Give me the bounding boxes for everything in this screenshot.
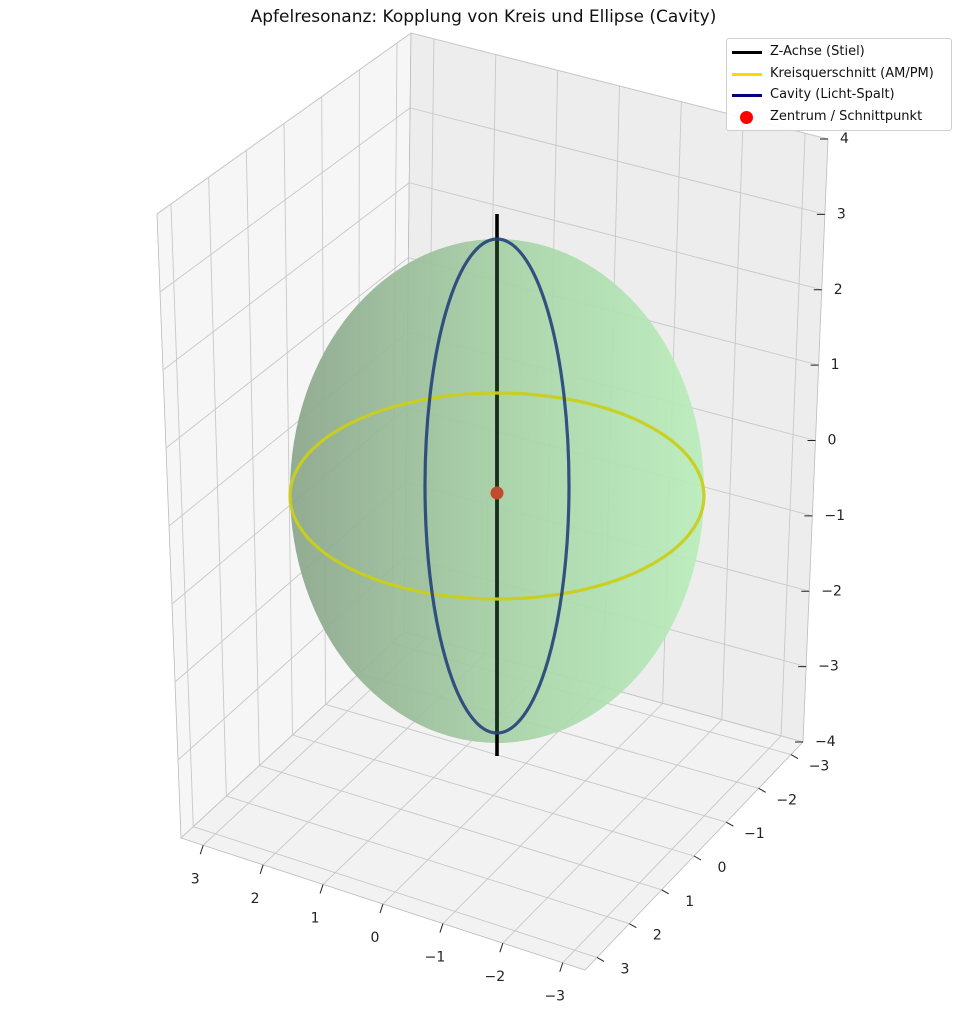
y-tick-label: 1 bbox=[685, 894, 694, 910]
z-tick-label: 4 bbox=[840, 131, 849, 147]
legend-swatch bbox=[732, 94, 762, 97]
grid-line-y bbox=[325, 704, 727, 823]
x-tick bbox=[559, 962, 564, 972]
x-tick bbox=[259, 864, 264, 874]
x-tick-label: 2 bbox=[251, 891, 260, 907]
x-tick bbox=[499, 943, 504, 953]
legend-item: Cavity (Licht-Spalt) bbox=[727, 84, 951, 106]
y-tick bbox=[596, 957, 605, 962]
grid-line-y bbox=[193, 826, 598, 958]
y-tick bbox=[629, 923, 637, 929]
z-tick-label: 3 bbox=[837, 206, 846, 222]
legend: Z-Achse (Stiel) Kreisquerschnitt (AM/PM)… bbox=[726, 38, 952, 131]
x-tick-label: −2 bbox=[485, 969, 506, 985]
legend-item: Z-Achse (Stiel) bbox=[727, 41, 951, 63]
grid-line-z bbox=[156, 32, 412, 215]
y-tick bbox=[758, 787, 766, 793]
axis-ticks bbox=[199, 138, 828, 972]
grid-line-z bbox=[162, 182, 410, 371]
y-tick bbox=[661, 889, 669, 895]
z-tick-label: −3 bbox=[818, 659, 839, 675]
legend-label: Zentrum / Schnittpunkt bbox=[770, 108, 923, 124]
legend-swatch bbox=[732, 51, 762, 54]
x-tick-label: −3 bbox=[544, 989, 565, 1005]
x-tick bbox=[379, 903, 384, 914]
grid-line-y bbox=[259, 765, 662, 891]
legend-marker bbox=[740, 110, 753, 124]
y-tick bbox=[726, 821, 734, 827]
grid-line-y bbox=[292, 734, 695, 857]
x-tick-label: 0 bbox=[371, 930, 380, 946]
chart-title: Apfelresonanz: Kopplung von Kreis und El… bbox=[250, 7, 717, 27]
z-tick-label: −4 bbox=[815, 734, 836, 750]
y-tick-label: 3 bbox=[621, 961, 630, 977]
legend-item: Zentrum / Schnittpunkt bbox=[727, 106, 951, 128]
legend-label: Cavity (Licht-Spalt) bbox=[770, 87, 895, 102]
legend-item: Kreisquerschnitt (AM/PM) bbox=[727, 63, 951, 85]
grid-line-z bbox=[410, 107, 825, 215]
y-tick bbox=[790, 754, 799, 759]
grid-line-y bbox=[226, 795, 630, 925]
grid-line-z bbox=[409, 182, 822, 291]
grid-line-z bbox=[159, 107, 411, 293]
x-tick-label: −1 bbox=[425, 950, 446, 966]
cavity-ellipse bbox=[423, 237, 571, 735]
z-tick-label: −1 bbox=[824, 508, 845, 524]
y-tick bbox=[693, 855, 702, 861]
y-tick-label: 2 bbox=[653, 928, 662, 944]
x-tick bbox=[439, 923, 444, 933]
x-tick-label: 3 bbox=[191, 871, 200, 887]
z-tick-label: 0 bbox=[828, 433, 837, 449]
center-point bbox=[490, 486, 504, 500]
y-tick-label: −2 bbox=[776, 792, 797, 808]
legend-swatch bbox=[732, 72, 762, 76]
y-tick-label: −1 bbox=[744, 826, 765, 842]
tick-labels: 3 2 1 0 −1 −2 −3 −3 −2 −1 0 1 2 3 4 3 2 1 0 −1 −2 −3 −4 bbox=[191, 131, 849, 1005]
z-tick-label: −2 bbox=[821, 583, 842, 599]
x-tick-label: 1 bbox=[311, 910, 320, 926]
x-tick bbox=[319, 884, 324, 894]
grid-line-z bbox=[165, 257, 409, 449]
x-tick bbox=[199, 845, 204, 855]
circle-cross-section bbox=[288, 391, 706, 601]
legend-label: Kreisquerschnitt (AM/PM) bbox=[770, 65, 934, 81]
y-tick-label: 0 bbox=[718, 860, 727, 876]
legend-label: Z-Achse (Stiel) bbox=[770, 44, 865, 59]
z-tick-label: 2 bbox=[834, 282, 843, 298]
z-tick-label: 1 bbox=[831, 357, 840, 373]
y-tick-label: −3 bbox=[809, 759, 830, 775]
